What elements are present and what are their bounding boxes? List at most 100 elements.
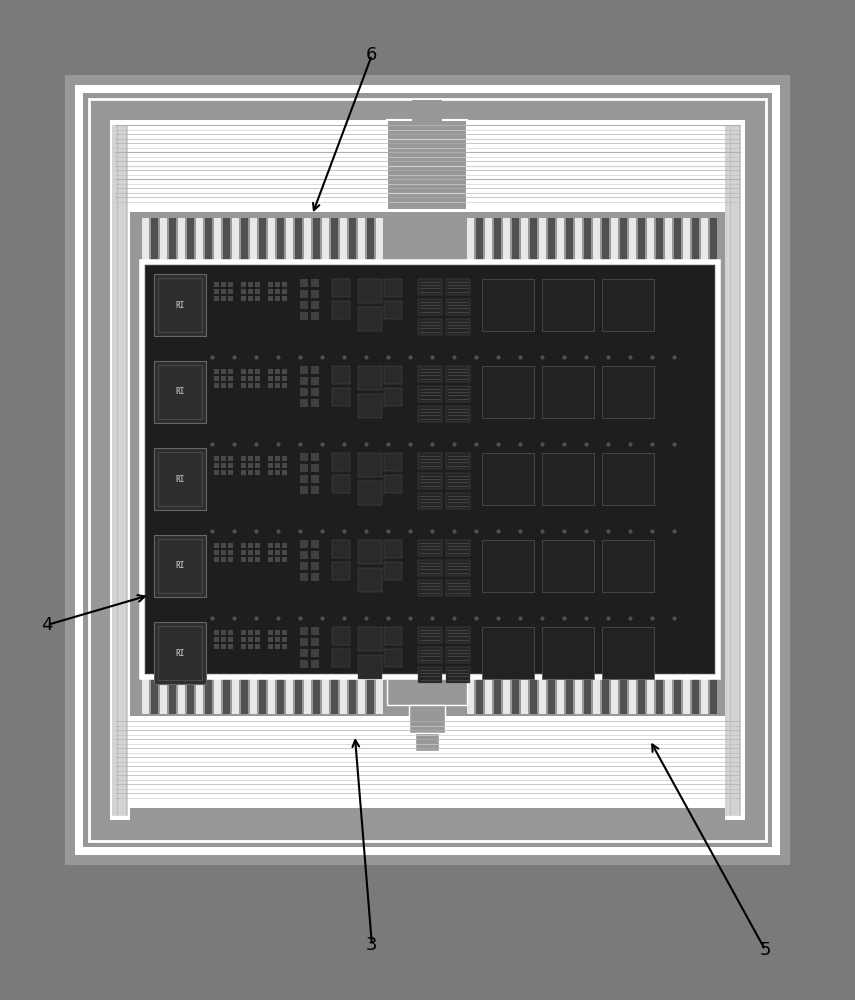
Bar — [358, 307, 382, 331]
Bar — [196, 672, 203, 714]
Bar — [311, 279, 319, 287]
Bar — [228, 470, 233, 475]
Bar — [214, 644, 219, 649]
Text: 5: 5 — [759, 941, 771, 959]
Bar — [275, 637, 280, 642]
Bar — [221, 456, 226, 461]
Bar — [300, 486, 308, 494]
Bar — [250, 672, 257, 714]
Text: RI: RI — [175, 475, 185, 484]
Bar — [300, 562, 308, 570]
Bar — [154, 622, 206, 684]
Bar — [446, 647, 470, 663]
Bar — [467, 218, 474, 260]
Bar — [282, 376, 287, 381]
Bar — [275, 289, 280, 294]
Bar — [300, 660, 308, 668]
Bar — [221, 369, 226, 374]
Bar — [158, 452, 202, 506]
Bar — [575, 218, 582, 260]
Bar — [665, 218, 672, 260]
Bar — [275, 557, 280, 562]
Bar — [282, 296, 287, 301]
Bar — [418, 386, 442, 402]
Bar — [683, 218, 690, 260]
Bar — [311, 388, 319, 396]
Bar — [418, 667, 442, 683]
Bar — [228, 289, 233, 294]
Bar — [241, 383, 246, 388]
Bar — [255, 289, 260, 294]
Bar — [241, 672, 248, 714]
Bar — [221, 463, 226, 468]
Bar — [384, 627, 402, 645]
Bar — [158, 539, 202, 593]
Bar — [311, 464, 319, 472]
Bar — [322, 672, 329, 714]
Bar — [241, 630, 246, 635]
Bar — [248, 470, 253, 475]
Bar — [384, 388, 402, 406]
Bar — [503, 218, 510, 260]
Bar — [602, 366, 654, 418]
Bar — [248, 550, 253, 555]
Bar — [358, 279, 382, 303]
Bar — [241, 369, 246, 374]
Bar — [282, 470, 287, 475]
Bar — [228, 296, 233, 301]
Bar — [232, 218, 239, 260]
Bar — [268, 644, 273, 649]
Bar — [300, 551, 308, 559]
Bar — [228, 550, 233, 555]
Text: 6: 6 — [366, 46, 378, 64]
Bar — [300, 312, 308, 320]
Bar — [158, 365, 202, 419]
Bar — [446, 493, 470, 509]
Bar — [300, 638, 308, 646]
Bar — [418, 627, 442, 643]
Bar — [282, 369, 287, 374]
Bar — [268, 282, 273, 287]
Bar — [268, 672, 275, 714]
Bar — [110, 716, 745, 808]
Bar — [228, 383, 233, 388]
Bar — [418, 580, 442, 596]
Bar — [223, 218, 230, 260]
Bar — [482, 366, 534, 418]
Bar — [214, 218, 221, 260]
Bar — [221, 644, 226, 649]
Bar — [214, 470, 219, 475]
Bar — [358, 453, 382, 477]
Bar — [214, 557, 219, 562]
Bar — [485, 672, 492, 714]
Bar — [415, 733, 439, 751]
Bar — [248, 376, 253, 381]
Bar — [387, 120, 467, 210]
Bar — [255, 550, 260, 555]
Bar — [482, 540, 534, 592]
Bar — [418, 406, 442, 422]
Bar — [311, 486, 319, 494]
Bar — [255, 637, 260, 642]
Bar — [282, 456, 287, 461]
Bar — [205, 218, 212, 260]
Bar — [656, 672, 663, 714]
Bar — [214, 672, 221, 714]
Bar — [521, 672, 528, 714]
Bar — [275, 644, 280, 649]
Bar — [376, 218, 383, 260]
Bar — [446, 580, 470, 596]
Bar — [214, 630, 219, 635]
Bar — [275, 543, 280, 548]
Bar — [311, 475, 319, 483]
Bar — [169, 672, 176, 714]
Bar — [710, 672, 717, 714]
Bar — [332, 301, 350, 319]
Bar — [300, 377, 308, 385]
Bar — [300, 540, 308, 548]
Bar — [593, 672, 600, 714]
Bar — [542, 627, 594, 679]
Bar — [83, 93, 772, 847]
Text: RI: RI — [175, 648, 185, 658]
Bar — [282, 282, 287, 287]
